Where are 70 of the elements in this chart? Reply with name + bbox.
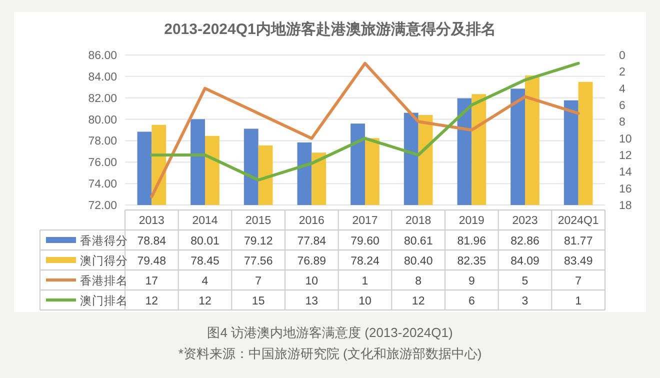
y2-tick-label: 6 (619, 100, 626, 112)
data-label: 79.60 (350, 236, 380, 248)
data-label: 80.61 (404, 236, 433, 248)
data-label: 78.45 (190, 256, 220, 268)
data-label: 81.96 (457, 236, 486, 248)
data-label: 5 (522, 276, 528, 288)
data-label: 83.49 (564, 256, 593, 268)
data-label: 10 (305, 276, 318, 288)
y2-tick-label: 14 (619, 166, 632, 179)
x-tick-label: 2016 (298, 215, 324, 227)
x-tick-label: 2019 (458, 215, 484, 227)
data-label: 7 (575, 276, 582, 288)
data-label: 82.86 (510, 236, 540, 248)
data-label: 17 (145, 276, 158, 288)
data-label: 9 (468, 276, 475, 288)
y-tick-label: 72.00 (88, 200, 117, 212)
data-label: 6 (468, 296, 475, 308)
legend-label: 香港得分 (80, 234, 128, 248)
y-tick-label: 80.00 (88, 114, 117, 126)
x-tick-label: 2015 (246, 215, 272, 227)
y2-tick-label: 16 (619, 183, 632, 196)
data-label: 12 (145, 296, 158, 308)
data-label: 3 (522, 296, 528, 308)
y-tick-label: 78.00 (88, 136, 117, 148)
y2-tick-label: 4 (619, 83, 626, 96)
y2-tick-label: 0 (619, 50, 626, 62)
x-tick-label: 2013 (138, 215, 164, 227)
y2-tick-label: 10 (619, 133, 632, 146)
x-tick-label: 2014 (192, 215, 218, 227)
y-tick-label: 76.00 (88, 157, 117, 170)
legend-label: 澳门排名 (80, 294, 128, 308)
data-label: 15 (252, 296, 265, 308)
legend-label: 香港排名 (80, 274, 128, 288)
y2-tick-label: 18 (619, 200, 632, 212)
data-label: 76.89 (297, 256, 326, 268)
data-label: 1 (362, 276, 368, 288)
data-label: 82.35 (457, 256, 486, 268)
x-tick-label: 2018 (406, 215, 432, 227)
chart-title: 2013-2024Q1内地游客赴港澳旅游满意得分及排名 (164, 20, 496, 38)
data-label: 7 (255, 276, 262, 288)
data-label: 84.09 (510, 256, 540, 268)
data-label: 79.12 (244, 236, 273, 248)
data-label: 13 (305, 296, 318, 308)
y2-tick-label: 2 (619, 66, 626, 79)
y-tick-label: 74.00 (88, 178, 117, 191)
y-tick-label: 82.00 (88, 92, 117, 105)
data-label: 77.84 (297, 236, 327, 248)
data-label: 81.77 (564, 236, 593, 248)
data-label: 80.40 (404, 256, 433, 268)
data-label: 10 (358, 296, 372, 308)
data-label: 12 (198, 296, 212, 308)
data-label: 79.48 (137, 256, 166, 268)
y2-tick-label: 8 (619, 116, 626, 129)
text: *资料来源：中国旅游研究院 (文化和旅游部数据中心) (178, 346, 482, 361)
data-label: 77.56 (244, 256, 273, 268)
data-label: 80.01 (190, 236, 220, 248)
y2-tick-label: 12 (619, 150, 632, 162)
y-tick-label: 84.00 (88, 71, 117, 84)
x-tick-label: 2024Q1 (558, 215, 599, 227)
x-tick-label: 2017 (352, 215, 378, 227)
data-label: 8 (415, 276, 422, 288)
data-label: 78.24 (350, 256, 380, 268)
data-label: 12 (412, 296, 425, 308)
legend-label: 澳门得分 (80, 254, 128, 268)
y-tick-label: 86.00 (88, 50, 117, 62)
caption: 图4 访港澳内地游客满意度 (2013-2024Q1) (207, 325, 453, 340)
data-label: 4 (202, 276, 209, 288)
data-label: 1 (575, 296, 582, 308)
x-tick-label: 2023 (512, 215, 538, 227)
data-label: 78.84 (137, 236, 167, 248)
